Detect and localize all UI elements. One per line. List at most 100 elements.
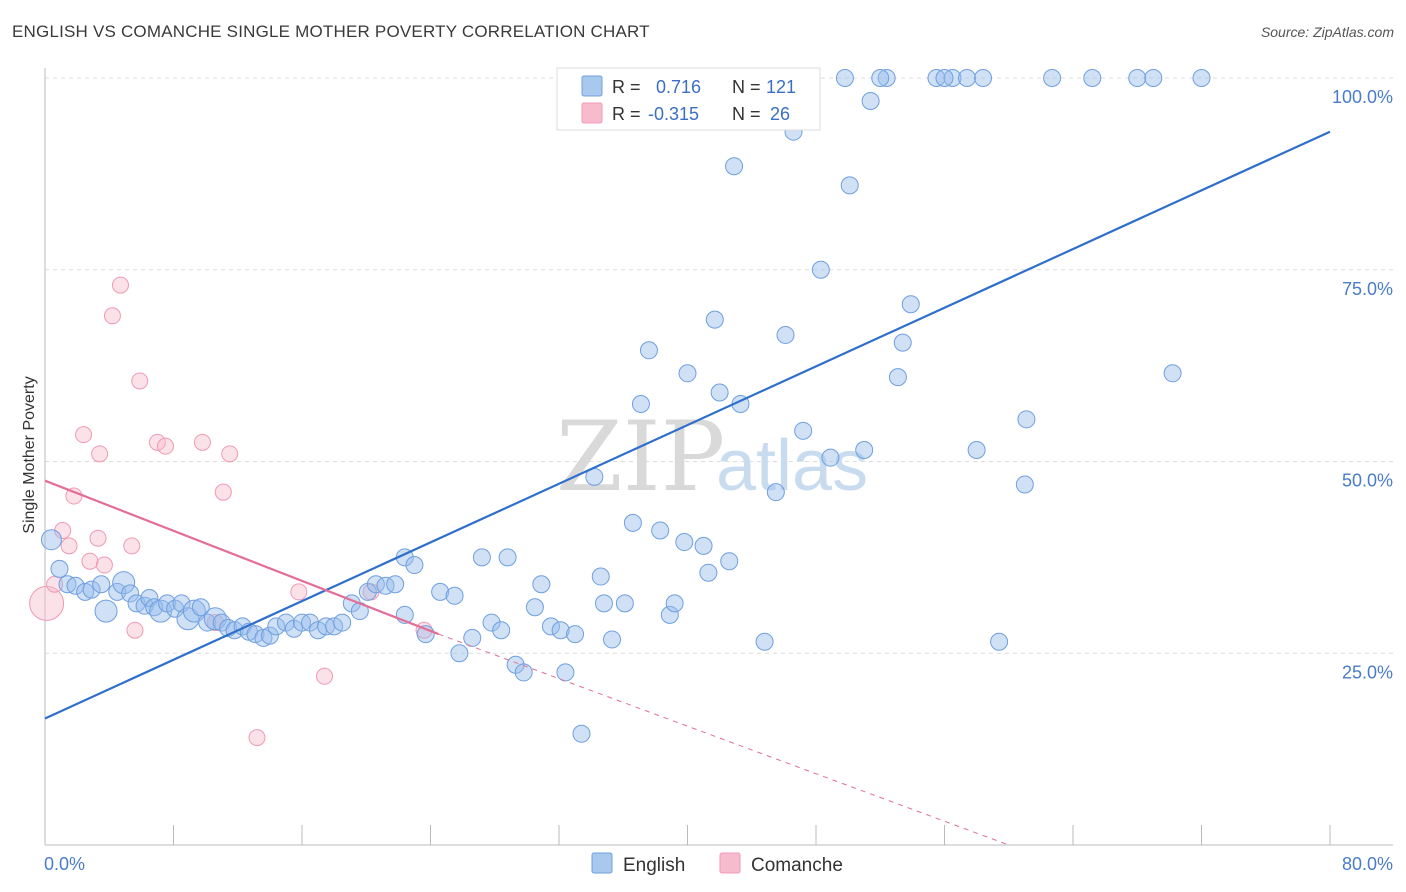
english-point [893, 333, 912, 352]
english-point [551, 621, 570, 640]
bottom-legend-comanche: Comanche [751, 855, 843, 876]
english-point [755, 632, 774, 651]
english-point [514, 663, 533, 682]
english-point [720, 552, 739, 571]
y-tick-labels: 25.0% 50.0% 75.0% 100.0% [1332, 87, 1393, 682]
english-point [623, 513, 642, 532]
correlation-legend: R = 0.716 N = 121 R = -0.315 N = 26 [556, 67, 821, 131]
english-point [840, 176, 859, 195]
english-point [725, 157, 744, 176]
english-point [675, 533, 694, 552]
bottom-legend-swatch-english [591, 852, 613, 874]
english-point [198, 613, 217, 632]
y-tick-label: 75.0% [1342, 279, 1393, 299]
english-point [821, 448, 840, 467]
comanche-point [126, 621, 144, 639]
english-point [94, 599, 118, 623]
watermark-atlas: atlas [716, 426, 868, 506]
english-point [665, 594, 684, 613]
comanche-point [148, 433, 166, 451]
x-tick-label-max: 80.0% [1342, 854, 1393, 874]
watermark-zip: ZIP [556, 401, 725, 513]
english-point [776, 325, 795, 344]
english-point [651, 521, 670, 540]
y-tick-label: 100.0% [1332, 87, 1393, 107]
english-point [191, 598, 210, 617]
english-point [492, 621, 511, 640]
english-point [710, 383, 729, 402]
english-point [811, 260, 830, 279]
english-point [541, 617, 560, 636]
english-point [705, 310, 724, 329]
english-point [182, 599, 206, 623]
comanche-point [95, 556, 113, 574]
english-point [794, 421, 813, 440]
english-point [639, 341, 658, 360]
grid-lines [45, 77, 1393, 654]
english-point [1083, 69, 1102, 87]
english-point [376, 576, 395, 595]
english-point [112, 571, 136, 595]
english-point [445, 586, 464, 605]
english-point [50, 559, 69, 578]
english-point [267, 617, 286, 636]
english-point [591, 567, 610, 586]
english-point [694, 536, 713, 555]
comanche-point [123, 537, 141, 555]
english-point [1015, 475, 1034, 494]
english-point [463, 628, 482, 647]
comanche-point [248, 729, 266, 747]
english-point [92, 575, 111, 594]
english-point [861, 92, 880, 111]
legend-r-value-comanche: -0.315 [648, 104, 699, 124]
english-point [572, 724, 591, 743]
comanche-point [214, 483, 232, 501]
comanche-point [221, 445, 239, 463]
english-point [482, 613, 501, 632]
english-point [766, 483, 785, 502]
bottom-legend-english: English [623, 855, 685, 876]
english-point [835, 69, 854, 87]
comanche-trend-line [44, 479, 439, 636]
y-axis-label: Single Mother Poverty [21, 376, 38, 533]
english-point [450, 644, 469, 663]
english-point [871, 69, 890, 87]
english-point [498, 548, 517, 567]
english-point [566, 625, 585, 644]
english-point [888, 368, 907, 387]
english-point [678, 364, 697, 383]
english-point [333, 613, 352, 632]
comanche-point [111, 276, 129, 294]
bottom-legend-swatch-comanche [719, 852, 741, 874]
trend-lines [44, 130, 1331, 846]
english-point [1144, 69, 1163, 87]
english-point [82, 580, 101, 599]
english-point [877, 69, 896, 87]
english-point [525, 598, 544, 617]
comanche-point [89, 529, 107, 547]
legend-n-value-english: 121 [766, 77, 796, 97]
english-point [935, 69, 954, 87]
chart-title: ENGLISH VS COMANCHE SINGLE MOTHER POVERT… [12, 22, 650, 41]
legend-r-value-english: 0.716 [656, 77, 701, 97]
watermark: ZIP atlas [556, 401, 868, 513]
english-point [176, 607, 200, 631]
english-point [386, 575, 405, 594]
english-point [556, 663, 575, 682]
english-point [431, 582, 450, 601]
axes [44, 68, 1393, 846]
comanche-point [156, 437, 174, 455]
legend-n-label-comanche: N = [732, 104, 761, 124]
y-tick-label: 25.0% [1342, 662, 1393, 682]
english-point [615, 594, 634, 613]
comanche-point [60, 537, 78, 555]
english-point [855, 440, 874, 459]
english-point [472, 548, 491, 567]
x-tick-label-min: 0.0% [44, 854, 85, 874]
english-points [40, 69, 1211, 743]
english-point [901, 295, 920, 314]
english-point [532, 575, 551, 594]
comanche-point [75, 426, 93, 444]
english-point [990, 632, 1009, 651]
